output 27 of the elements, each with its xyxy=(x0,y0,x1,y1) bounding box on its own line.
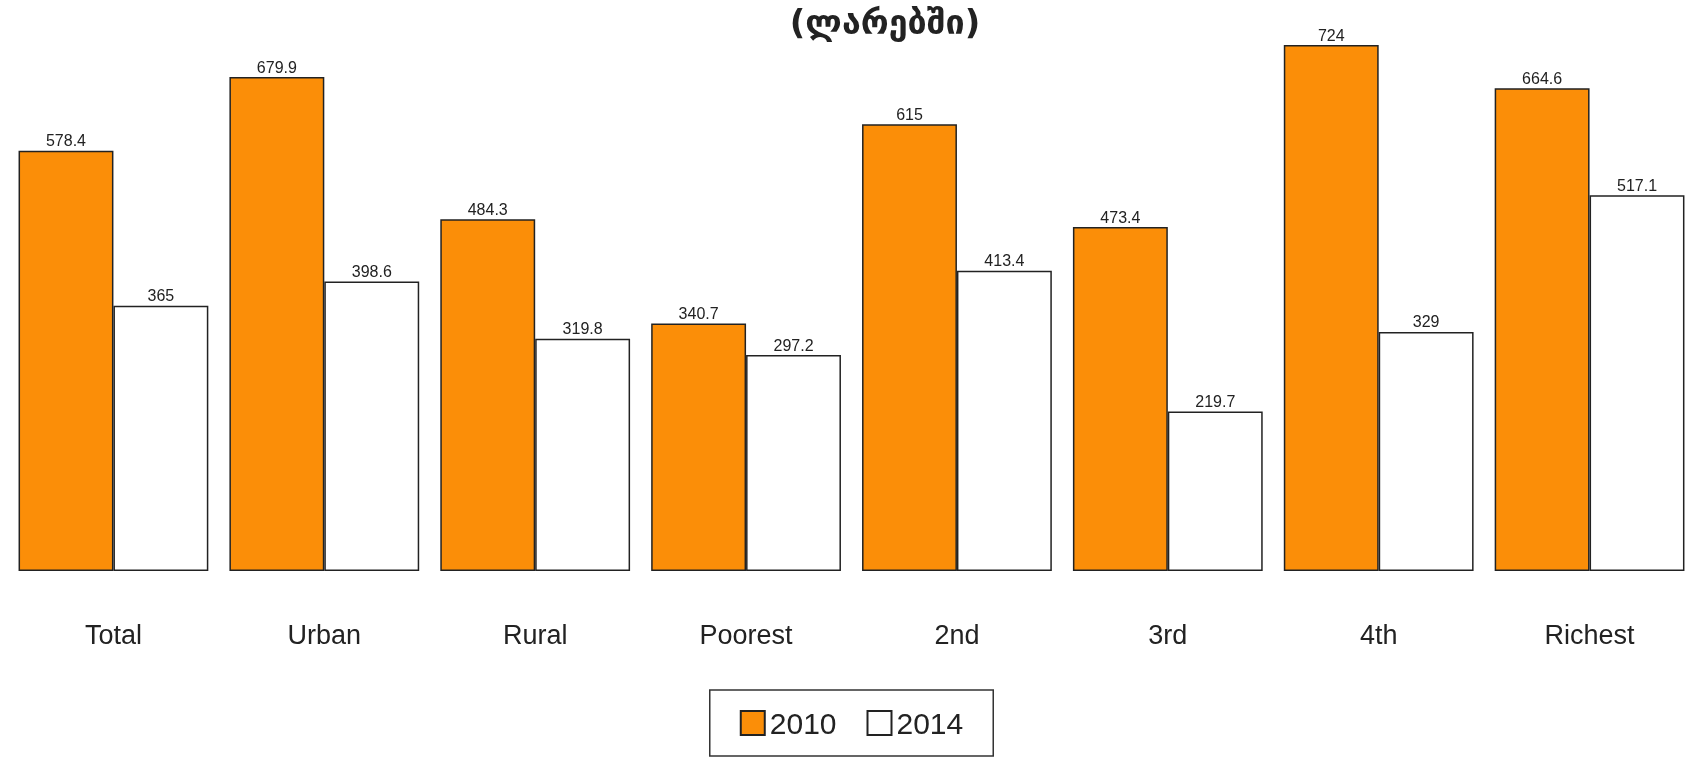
chart-title: (ლარებში) xyxy=(789,2,981,42)
x-tick-label: Poorest xyxy=(699,619,794,650)
data-label: 329 xyxy=(1412,313,1440,331)
data-label: 297.2 xyxy=(773,336,814,354)
data-label: 664.6 xyxy=(1522,69,1563,87)
data-label: 578.4 xyxy=(45,132,87,150)
data-label: 398.6 xyxy=(351,262,392,280)
x-tick-label: 2nd xyxy=(934,619,980,650)
data-label: 517.1 xyxy=(1616,176,1658,194)
data-label: 319.8 xyxy=(562,320,603,338)
x-tick-label: 4th xyxy=(1359,619,1398,650)
data-label: 484.3 xyxy=(467,200,508,218)
data-label: 615 xyxy=(896,105,923,123)
legend-label: 2014 xyxy=(896,706,964,740)
x-tick-label: 3rd xyxy=(1148,619,1188,650)
data-label: 413.4 xyxy=(984,252,1025,270)
data-label: 219.7 xyxy=(1195,392,1236,410)
x-tick-label: Rural xyxy=(502,619,568,650)
legend-label: 2010 xyxy=(769,706,837,740)
x-tick-label: Richest xyxy=(1544,619,1636,650)
data-label: 365 xyxy=(147,287,175,305)
data-label: 679.9 xyxy=(256,58,297,76)
data-label: 473.4 xyxy=(1100,208,1141,226)
x-tick-label: Urban xyxy=(287,619,362,650)
data-label: 724 xyxy=(1317,26,1345,44)
data-label: 340.7 xyxy=(678,304,719,322)
x-tick-label: Total xyxy=(84,619,142,650)
